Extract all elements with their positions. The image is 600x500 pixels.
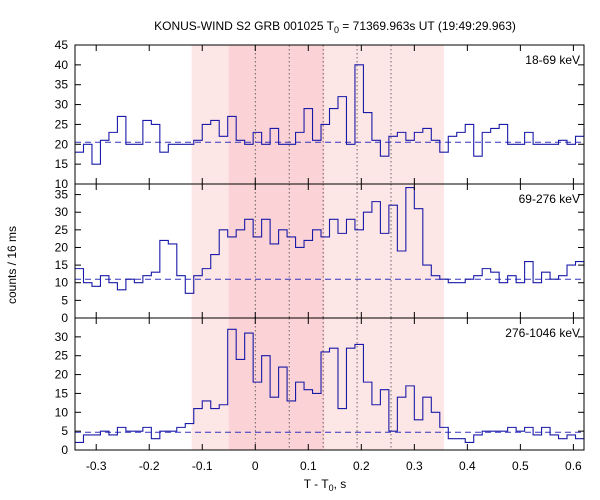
panel-2: 0 5 10 15 20 25 30 35 69-276 keV — [55, 183, 585, 325]
x-tick-label: 0.5 — [512, 459, 529, 473]
y-axis-label: counts / 16 ms — [5, 226, 19, 304]
y-tick-label: 20 — [55, 368, 69, 382]
y-tick-label: 5 — [61, 424, 68, 438]
panel-energy-label: 18-69 keV — [525, 53, 580, 67]
x-tick-label: -0.1 — [192, 459, 213, 473]
y-tick-label: 25 — [55, 349, 69, 363]
panel-frame — [74, 317, 585, 451]
x-axis-label: T - T0, s — [304, 477, 347, 493]
x-tick-label: 0.3 — [406, 459, 423, 473]
y-tick-label: 30 — [55, 205, 69, 219]
shaded-region — [228, 45, 325, 184]
x-tick-label: -0.2 — [139, 459, 160, 473]
light-curve-series — [75, 186, 585, 294]
x-tick-label: 0.1 — [300, 459, 317, 473]
light-curve-series — [75, 328, 585, 444]
light-curve-series — [75, 64, 585, 165]
panel-3: 0 5 10 15 20 25 30 276-1046 keV — [55, 317, 585, 457]
y-tick-label: 10 — [55, 177, 69, 191]
y-tick-label: 30 — [55, 330, 69, 344]
panel-energy-label: 276-1046 keV — [505, 326, 580, 340]
y-tick-label: 5 — [61, 293, 68, 307]
y-tick-label: 25 — [55, 117, 69, 131]
x-tick-label: -0.3 — [86, 459, 107, 473]
panel-1: 10 15 20 25 30 35 40 45 18-69 keV — [55, 38, 585, 191]
panels: 10 15 20 25 30 35 40 45 18-69 keV 0 5 10 15 20 25 30 35 6… — [55, 38, 585, 473]
panel-energy-label: 69-276 keV — [519, 192, 580, 206]
y-tick-label: 0 — [61, 443, 68, 457]
y-tick-label: 0 — [61, 311, 68, 325]
y-tick-label: 35 — [55, 188, 69, 202]
x-tick-label: 0 — [252, 459, 259, 473]
y-tick-label: 20 — [55, 137, 69, 151]
x-tick-label: 0.2 — [353, 459, 370, 473]
y-tick-label: 10 — [55, 276, 69, 290]
y-tick-label: 25 — [55, 223, 69, 237]
shaded-region — [228, 184, 325, 318]
y-tick-label: 10 — [55, 405, 69, 419]
y-tick-label: 15 — [55, 157, 69, 171]
x-tick-label: 0.4 — [459, 459, 476, 473]
y-tick-label: 30 — [55, 98, 69, 112]
y-tick-label: 15 — [55, 258, 69, 272]
y-tick-label: 20 — [55, 240, 69, 254]
y-tick-label: 40 — [55, 58, 69, 72]
x-tick-label: 0.6 — [565, 459, 582, 473]
chart-title: KONUS-WIND S2 GRB 001025 T0 = 71369.963s… — [154, 19, 516, 35]
shaded-region — [228, 318, 325, 450]
y-tick-label: 35 — [55, 78, 69, 92]
y-tick-label: 45 — [55, 38, 69, 52]
y-tick-label: 15 — [55, 386, 69, 400]
